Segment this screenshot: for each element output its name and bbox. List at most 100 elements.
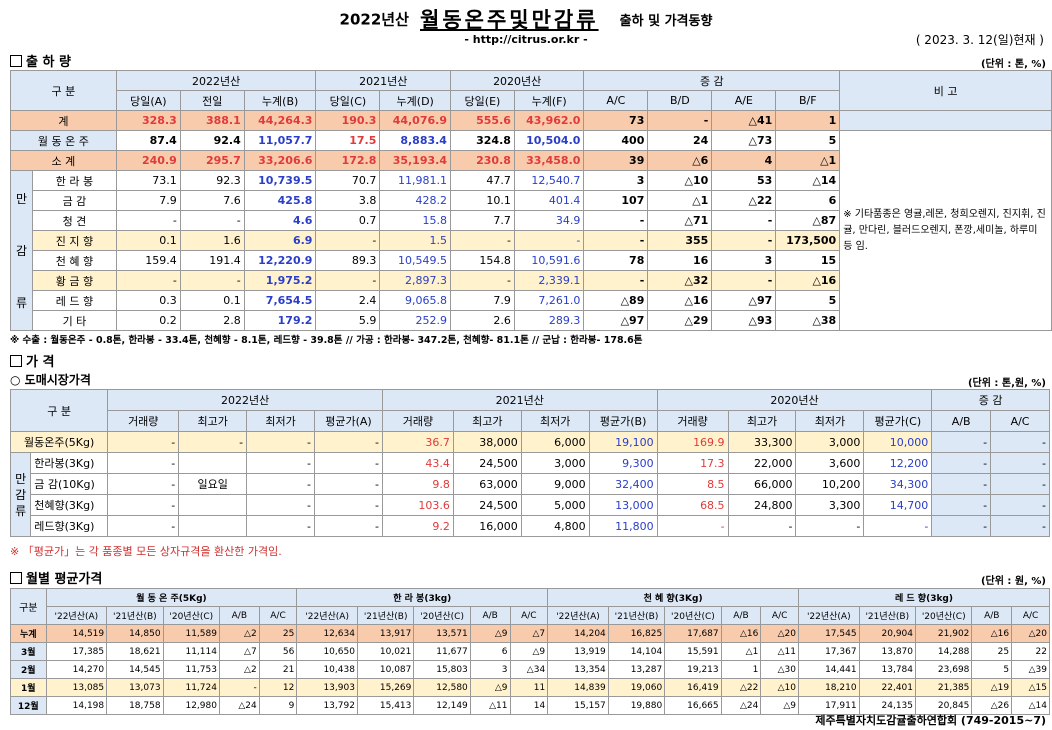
value-cell: 22,401: [858, 678, 917, 697]
value-cell: -: [647, 110, 713, 131]
col-sub-header: 누계(F): [513, 90, 585, 111]
value-cell: -: [863, 515, 933, 537]
footer-org: 제주특별자치도감귤출하연합회 (749-2015~7): [815, 714, 1046, 727]
value-cell: 4: [711, 150, 777, 171]
value-cell: 13,919: [547, 642, 609, 661]
value-cell: 14,270: [45, 660, 108, 679]
shipment-section-title: 출 하 량: [10, 51, 71, 70]
value-cell: -: [990, 431, 1050, 453]
value-cell: 289.3: [513, 310, 585, 331]
shipment-unit: (단위 : 톤, %): [980, 59, 1046, 70]
value-cell: △22: [711, 190, 777, 211]
shipment-footnote: ※ 수출 : 월동온주 - 0.8톤, 한라봉 - 33.4톤, 천혜향 - 8…: [10, 335, 643, 346]
value-cell: 154.8: [449, 250, 515, 271]
value-cell: -: [314, 494, 383, 516]
site-url[interactable]: - http://citrus.or.kr -: [464, 33, 588, 46]
value-cell: 14,850: [106, 624, 164, 643]
col-sub-header: 당일(A): [115, 90, 181, 111]
value-cell: 4,800: [520, 515, 590, 537]
value-cell: 10,438: [296, 660, 358, 679]
price-subsection: ○ 도매시장가격: [10, 373, 91, 387]
value-cell: 10,739.5: [243, 170, 317, 191]
value-cell: 17.3: [656, 452, 729, 474]
value-cell: △16: [720, 624, 762, 643]
value-cell: 24,800: [727, 494, 797, 516]
col-sub-header: '20년산(C): [664, 606, 722, 625]
value-cell: -: [711, 270, 777, 291]
value-cell: 11: [509, 678, 549, 697]
row-label: 월 동 온 주: [10, 130, 117, 151]
col-sub-header: 최저가: [795, 410, 865, 432]
value-cell: △9: [469, 624, 511, 643]
col-sub-header: 누계(D): [379, 90, 451, 111]
value-cell: -: [314, 452, 383, 474]
value-cell: -: [179, 210, 245, 231]
value-cell: 9,065.8: [379, 290, 451, 311]
value-cell: 13,085: [45, 678, 108, 697]
monthly-section-title: 월별 평균가격: [10, 568, 102, 587]
value-cell: -: [711, 210, 777, 231]
report-title: 2022년산 월동온주및만감류 출하 및 가격동향: [0, 4, 1052, 34]
title-main: 월동온주및만감류: [420, 8, 599, 32]
value-cell: 173,500: [775, 230, 841, 251]
table-row: 누계 14,519 14,850 11,589 △2 25 12,634 13,917 13,5…: [10, 624, 1050, 643]
value-cell: 13,000: [588, 494, 658, 516]
value-cell: 39: [583, 150, 649, 171]
group-label-char: 감: [15, 487, 27, 502]
value-cell: 3,000: [795, 431, 865, 453]
col-group-header: 월 동 온 주(5Kg): [45, 588, 298, 607]
value-cell: 7,654.5: [243, 290, 317, 311]
value-cell: 3: [469, 660, 511, 679]
value-cell: △1: [720, 642, 762, 661]
value-cell: -: [246, 431, 315, 453]
value-cell: -: [990, 515, 1050, 537]
checkbox-square-icon: [10, 55, 22, 67]
value-cell: 16,825: [607, 624, 666, 643]
value-cell: -: [107, 494, 180, 516]
value-cell: 13,903: [296, 678, 358, 697]
value-cell: 10,087: [356, 660, 415, 679]
value-cell: 5: [971, 660, 1013, 679]
row-label: 월동온주(5Kg): [9, 431, 109, 453]
value-cell: 63,000: [452, 473, 522, 495]
value-cell: 89.3: [315, 250, 381, 271]
value-cell: 7.7: [449, 210, 515, 231]
value-cell: 44,076.9: [379, 110, 451, 131]
value-cell: [178, 515, 248, 537]
value-cell: 11,800: [588, 515, 658, 537]
value-cell: 23,698: [914, 660, 973, 679]
value-cell: △11: [469, 696, 511, 715]
value-cell: △16: [775, 270, 841, 291]
value-cell: △97: [583, 310, 649, 331]
col-sub-header: A/C: [1011, 606, 1050, 625]
value-cell: 295.7: [179, 150, 245, 171]
value-cell: △2: [218, 624, 260, 643]
value-cell: 15,413: [356, 696, 415, 715]
col-sub-header: A/E: [711, 90, 777, 111]
col-sub-header: A/C: [258, 606, 298, 625]
table-row: 월 동 온 주 87.4 92.4 11,057.7 17.5 8,883.4 324.8 1…: [10, 130, 1052, 331]
value-cell: 12,220.9: [243, 250, 317, 271]
value-cell: -: [990, 452, 1050, 474]
group-label-char: 류: [15, 503, 27, 518]
value-cell: -: [246, 473, 315, 495]
value-cell: △9: [509, 642, 549, 661]
value-cell: -: [314, 515, 383, 537]
value-cell: -: [990, 473, 1050, 495]
row-label: 기 타: [32, 310, 117, 331]
value-cell: 19,060: [607, 678, 666, 697]
row-label: 한 라 봉: [32, 170, 117, 191]
value-cell: △10: [760, 678, 799, 697]
value-cell: 17,545: [797, 624, 860, 643]
table-row: 3월 17,385 18,621 11,114 △7 56 10,650 10,021 11,6…: [10, 642, 1050, 661]
value-cell: 25: [971, 642, 1013, 661]
value-cell: 11,677: [413, 642, 471, 661]
value-cell: △34: [509, 660, 549, 679]
value-cell: -: [931, 452, 992, 474]
value-cell: -: [218, 678, 260, 697]
value-cell: 6: [775, 190, 841, 211]
value-cell: 10,504.0: [513, 130, 585, 151]
value-cell: △2: [218, 660, 260, 679]
value-cell: △10: [647, 170, 713, 191]
